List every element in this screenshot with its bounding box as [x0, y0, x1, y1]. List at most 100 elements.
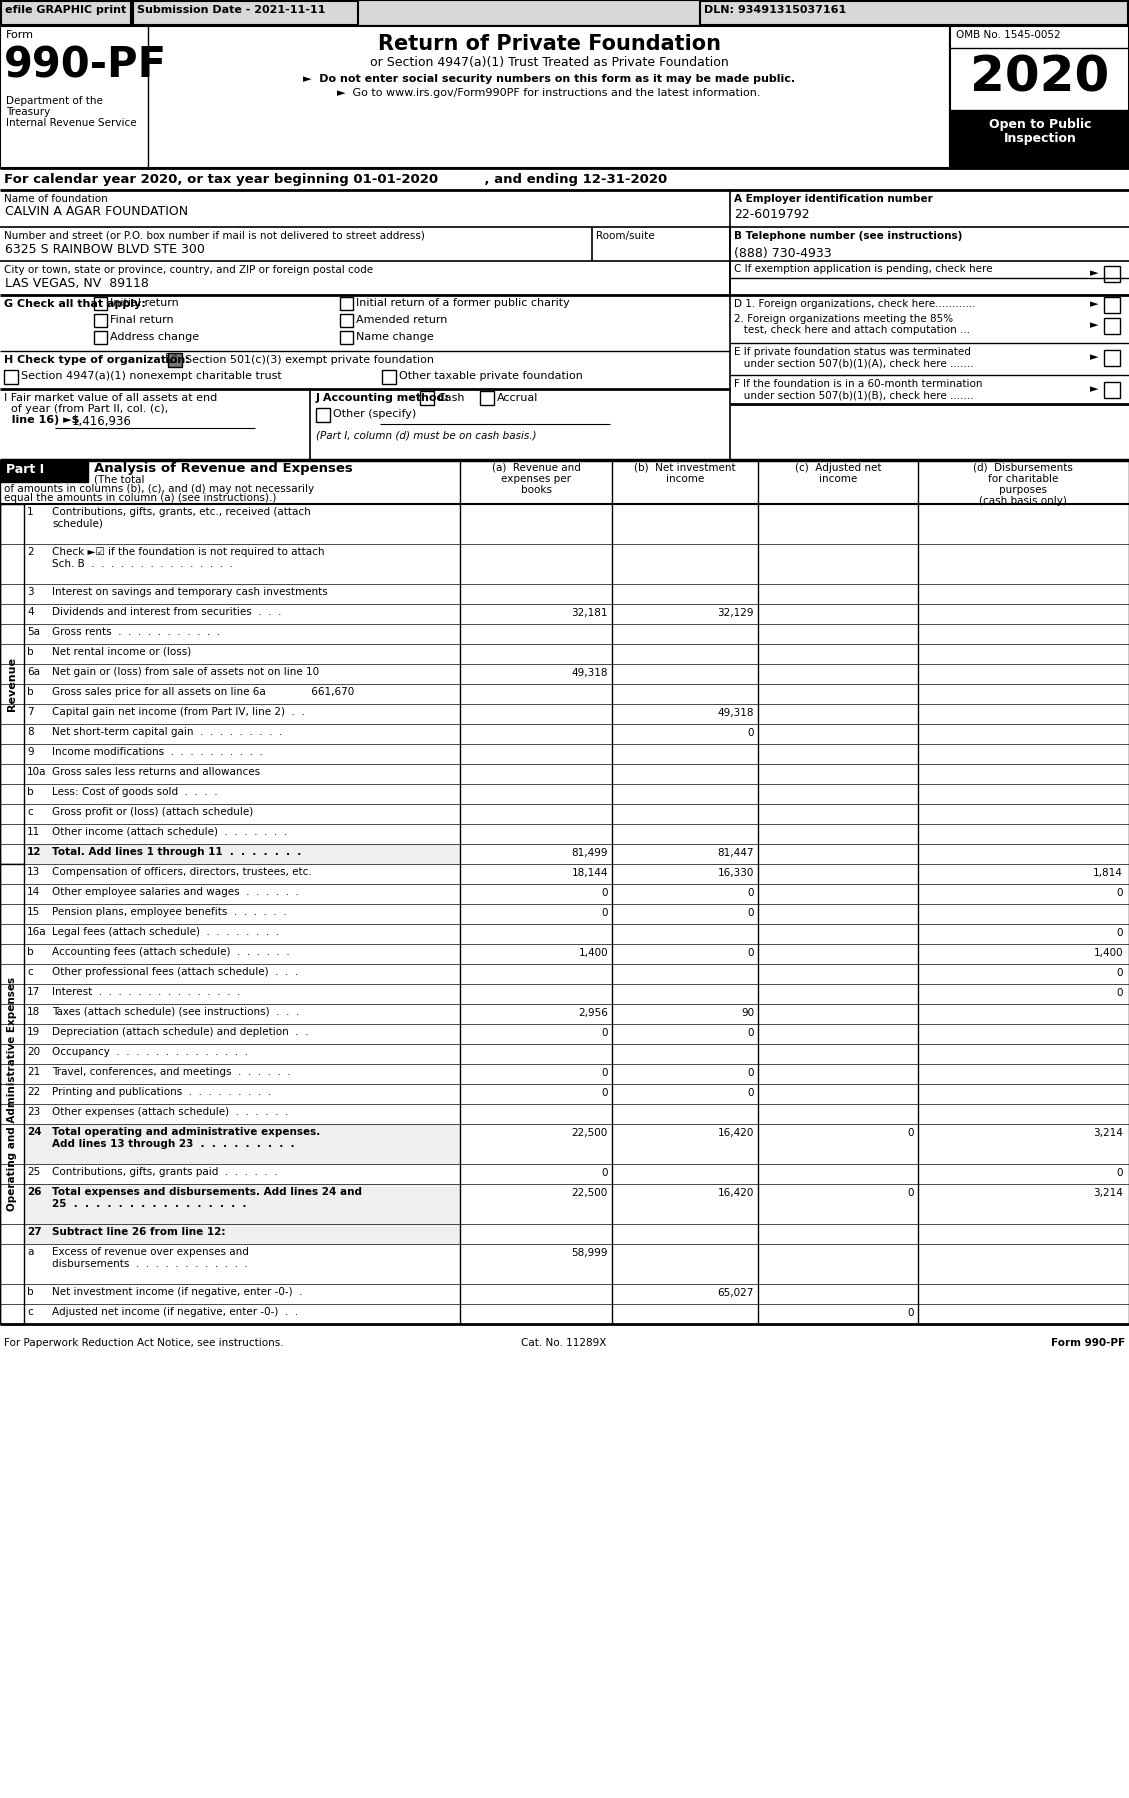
- Text: or Section 4947(a)(1) Trust Treated as Private Foundation: or Section 4947(a)(1) Trust Treated as P…: [369, 56, 728, 68]
- Text: Pension plans, employee benefits  .  .  .  .  .  .: Pension plans, employee benefits . . . .…: [52, 906, 287, 917]
- Text: b: b: [27, 1287, 34, 1296]
- Text: 17: 17: [27, 987, 41, 998]
- Bar: [0, 865, 24, 1323]
- Text: Compensation of officers, directors, trustees, etc.: Compensation of officers, directors, tru…: [52, 867, 312, 877]
- Text: Occupancy  .  .  .  .  .  .  .  .  .  .  .  .  .  .: Occupancy . . . . . . . . . . . . . .: [52, 1046, 248, 1057]
- Text: D 1. Foreign organizations, check here............: D 1. Foreign organizations, check here..…: [734, 298, 975, 309]
- Bar: [1, 2, 131, 25]
- Text: b: b: [27, 647, 34, 656]
- Text: 1,400: 1,400: [578, 948, 609, 958]
- Text: Gross rents  .  .  .  .  .  .  .  .  .  .  .: Gross rents . . . . . . . . . . .: [52, 628, 220, 636]
- Text: Other expenses (attach schedule)  .  .  .  .  .  .: Other expenses (attach schedule) . . . .…: [52, 1108, 288, 1117]
- Text: C If exemption application is pending, check here: C If exemption application is pending, c…: [734, 264, 992, 273]
- Text: 16a: 16a: [27, 928, 46, 937]
- Text: ►: ►: [1089, 298, 1099, 309]
- Bar: [0, 0, 1129, 25]
- Text: Section 4947(a)(1) nonexempt charitable trust: Section 4947(a)(1) nonexempt charitable …: [21, 370, 282, 381]
- Text: 18: 18: [27, 1007, 41, 1018]
- Text: Income modifications  .  .  .  .  .  .  .  .  .  .: Income modifications . . . . . . . . . .: [52, 746, 263, 757]
- Text: Room/suite: Room/suite: [596, 230, 655, 241]
- Text: income: income: [819, 475, 857, 484]
- Text: (Part I, column (d) must be on cash basis.): (Part I, column (d) must be on cash basi…: [316, 430, 536, 441]
- Text: Section 501(c)(3) exempt private foundation: Section 501(c)(3) exempt private foundat…: [185, 354, 434, 365]
- Text: 25: 25: [27, 1167, 41, 1178]
- Text: 3: 3: [27, 586, 34, 597]
- Bar: [700, 2, 1128, 25]
- Bar: [0, 503, 24, 865]
- Text: Open to Public: Open to Public: [989, 119, 1092, 131]
- Text: Contributions, gifts, grants, etc., received (attach
schedule): Contributions, gifts, grants, etc., rece…: [52, 507, 310, 529]
- Text: 0: 0: [747, 888, 754, 897]
- Bar: [168, 352, 182, 367]
- Text: Interest on savings and temporary cash investments: Interest on savings and temporary cash i…: [52, 586, 327, 597]
- Text: 3,214: 3,214: [1093, 1188, 1123, 1197]
- Text: LAS VEGAS, NV  89118: LAS VEGAS, NV 89118: [5, 277, 149, 289]
- Text: Contributions, gifts, grants paid  .  .  .  .  .  .: Contributions, gifts, grants paid . . . …: [52, 1167, 278, 1178]
- Text: 20: 20: [27, 1046, 41, 1057]
- Text: 0: 0: [747, 728, 754, 737]
- Text: Name of foundation: Name of foundation: [5, 194, 107, 203]
- Text: CALVIN A AGAR FOUNDATION: CALVIN A AGAR FOUNDATION: [5, 205, 189, 218]
- Bar: [340, 315, 353, 327]
- Bar: [316, 408, 330, 423]
- Text: Operating and Administrative Expenses: Operating and Administrative Expenses: [7, 976, 17, 1212]
- Text: Gross profit or (loss) (attach schedule): Gross profit or (loss) (attach schedule): [52, 807, 253, 816]
- Bar: [25, 1224, 460, 1244]
- Text: 16,420: 16,420: [718, 1127, 754, 1138]
- Text: ►: ►: [1089, 352, 1099, 361]
- Bar: [94, 297, 107, 309]
- Text: Net short-term capital gain  .  .  .  .  .  .  .  .  .: Net short-term capital gain . . . . . . …: [52, 726, 282, 737]
- Bar: [25, 1185, 460, 1224]
- Text: 0: 0: [1117, 987, 1123, 998]
- Text: 3,214: 3,214: [1093, 1127, 1123, 1138]
- Text: Legal fees (attach schedule)  .  .  .  .  .  .  .  .: Legal fees (attach schedule) . . . . . .…: [52, 928, 279, 937]
- Text: 0: 0: [908, 1127, 914, 1138]
- Text: 0: 0: [1117, 888, 1123, 897]
- Text: 22-6019792: 22-6019792: [734, 209, 809, 221]
- Text: 0: 0: [602, 908, 609, 919]
- Text: ►  Do not enter social security numbers on this form as it may be made public.: ► Do not enter social security numbers o…: [303, 74, 795, 85]
- Text: purposes: purposes: [999, 485, 1047, 494]
- Text: 2: 2: [27, 547, 34, 557]
- Bar: [1104, 351, 1120, 367]
- Text: Part I: Part I: [6, 464, 44, 476]
- Text: Final return: Final return: [110, 315, 174, 325]
- Text: 2,956: 2,956: [578, 1009, 609, 1018]
- Text: 13: 13: [27, 867, 41, 877]
- Text: 23: 23: [27, 1108, 41, 1117]
- Text: Inspection: Inspection: [1004, 131, 1076, 146]
- Text: c: c: [27, 967, 33, 976]
- Text: Net rental income or (loss): Net rental income or (loss): [52, 647, 191, 656]
- Text: (b)  Net investment: (b) Net investment: [634, 464, 736, 473]
- Text: 6a: 6a: [27, 667, 40, 678]
- Text: Excess of revenue over expenses and
disbursements  .  .  .  .  .  .  .  .  .  . : Excess of revenue over expenses and disb…: [52, 1248, 248, 1269]
- Text: Analysis of Revenue and Expenses: Analysis of Revenue and Expenses: [94, 462, 352, 475]
- Text: Address change: Address change: [110, 333, 199, 342]
- Text: 1,814: 1,814: [1093, 868, 1123, 877]
- Text: 22: 22: [27, 1088, 41, 1097]
- Text: Treasury: Treasury: [6, 108, 51, 117]
- Text: Gross sales less returns and allowances: Gross sales less returns and allowances: [52, 768, 260, 777]
- Text: Accrual: Accrual: [497, 394, 539, 403]
- Text: B Telephone number (see instructions): B Telephone number (see instructions): [734, 230, 962, 241]
- Text: 26: 26: [27, 1187, 42, 1197]
- Text: Adjusted net income (if negative, enter -0-)  .  .: Adjusted net income (if negative, enter …: [52, 1307, 298, 1316]
- Text: Gross sales price for all assets on line 6a              661,670: Gross sales price for all assets on line…: [52, 687, 355, 698]
- Text: Form: Form: [6, 31, 34, 40]
- Text: City or town, state or province, country, and ZIP or foreign postal code: City or town, state or province, country…: [5, 264, 373, 275]
- Text: For calendar year 2020, or tax year beginning 01-01-2020          , and ending 1: For calendar year 2020, or tax year begi…: [5, 173, 667, 185]
- Text: DLN: 93491315037161: DLN: 93491315037161: [704, 5, 847, 14]
- Bar: [0, 25, 949, 167]
- Text: 6325 S RAINBOW BLVD STE 300: 6325 S RAINBOW BLVD STE 300: [5, 243, 204, 255]
- Bar: [94, 331, 107, 343]
- Text: Depreciation (attach schedule) and depletion  .  .: Depreciation (attach schedule) and deple…: [52, 1027, 308, 1037]
- Text: 0: 0: [602, 888, 609, 897]
- Text: 21: 21: [27, 1066, 41, 1077]
- Text: Cat. No. 11289X: Cat. No. 11289X: [522, 1338, 606, 1348]
- Text: b: b: [27, 788, 34, 797]
- Text: 0: 0: [602, 1088, 609, 1099]
- Bar: [1104, 266, 1120, 282]
- Text: (d)  Disbursements: (d) Disbursements: [973, 464, 1073, 473]
- Text: 22,500: 22,500: [571, 1188, 609, 1197]
- Text: books: books: [520, 485, 551, 494]
